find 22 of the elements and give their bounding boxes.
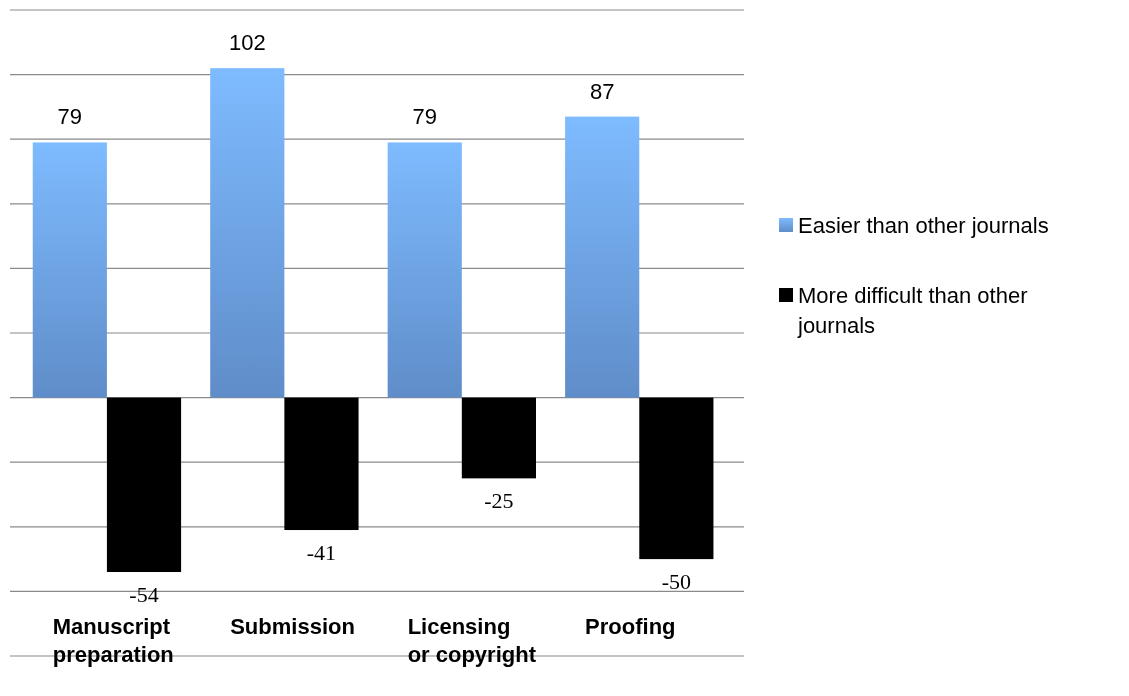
data-label: 87 xyxy=(589,78,615,104)
data-label: -41 xyxy=(306,540,337,566)
bar xyxy=(32,142,107,398)
x-tick-label: Manuscript preparation xyxy=(52,613,174,667)
bar xyxy=(106,397,182,573)
data-label: -54 xyxy=(129,582,159,608)
legend-label: More difficult than other journals xyxy=(797,282,1028,338)
bar xyxy=(461,397,536,479)
x-tick-label: Submission xyxy=(230,613,355,639)
bar xyxy=(284,397,359,531)
bar xyxy=(639,397,714,560)
x-tick-label: Proofing xyxy=(585,613,676,639)
x-tick-label: Licensing or copyright xyxy=(407,613,537,667)
data-label: 79 xyxy=(412,104,437,130)
data-label: 102 xyxy=(228,30,266,56)
data-label: -25 xyxy=(484,488,514,514)
data-label: 79 xyxy=(57,104,83,130)
bar xyxy=(565,116,640,398)
legend-label: Easier than other journals xyxy=(798,212,1049,238)
data-label: -50 xyxy=(661,569,692,595)
bar xyxy=(210,68,285,398)
bar xyxy=(387,142,462,398)
